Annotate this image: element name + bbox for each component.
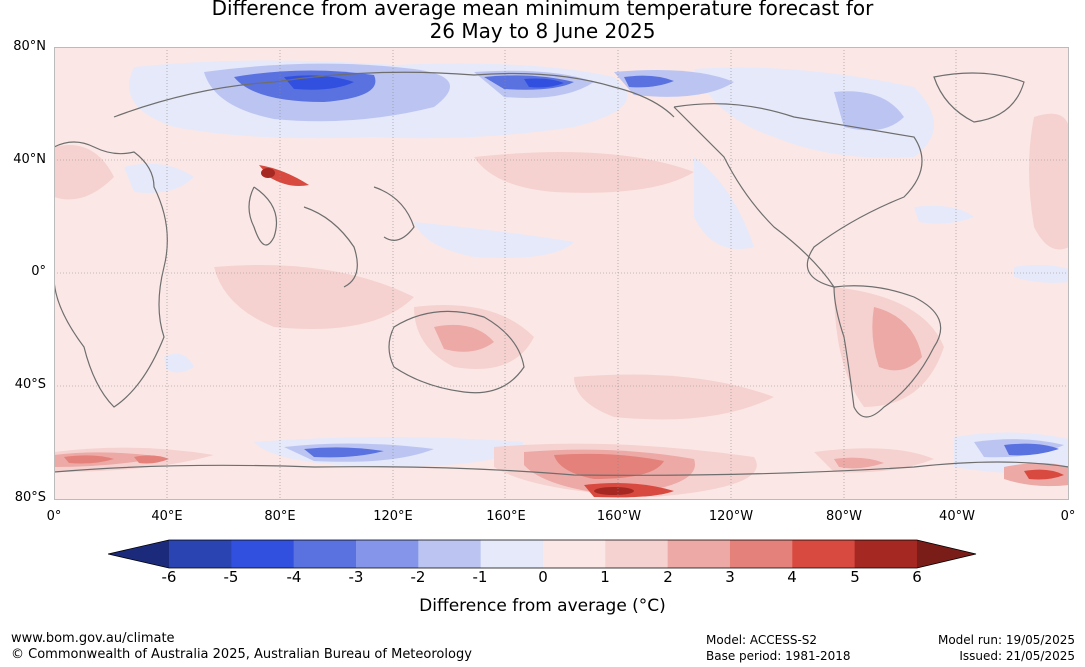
colorbar-cell: [792, 540, 856, 568]
colorbar-extend-high: [916, 540, 976, 568]
lon-label-40w: 40°W: [939, 509, 975, 524]
title-line-2: 26 May to 8 June 2025: [429, 19, 656, 43]
coastlines: [54, 71, 1069, 476]
colorbar-tick: -3: [348, 568, 364, 586]
colorbar-extend-low: [108, 540, 169, 568]
colorbar-cell: [480, 540, 544, 568]
cold-anomaly-core: [284, 75, 564, 90]
colorbar-cell: [169, 540, 232, 568]
model-name: Model: ACCESS-S2: [706, 633, 818, 647]
lon-label-0-right: 0°: [1060, 509, 1076, 524]
colorbar-cell: [231, 540, 295, 568]
colorbar-tick: -4: [286, 568, 302, 586]
colorbar-cell: [418, 540, 482, 568]
colorbar: [107, 538, 978, 570]
lon-label-80w: 80°W: [826, 509, 862, 524]
lon-label-160e: 160°E: [486, 509, 526, 524]
colorbar-outline: [107, 539, 977, 569]
colorbar-cell: [854, 540, 918, 568]
colorbar-cell: [729, 540, 793, 568]
colorbar-tick: 6: [912, 568, 922, 586]
colorbar-cell: [355, 540, 419, 568]
lat-label-40n: 40°N: [13, 152, 46, 167]
lon-label-40e: 40°E: [151, 509, 183, 524]
lat-label-80s: 80°S: [14, 490, 46, 505]
lon-label-80e: 80°E: [264, 509, 296, 524]
colorbar-cell: [667, 540, 731, 568]
graticule: [54, 47, 1069, 500]
copyright-text: © Commonwealth of Australia 2025, Austra…: [11, 647, 472, 662]
issued-date: Issued: 21/05/2025: [959, 649, 1075, 663]
colorbar-tick: 5: [850, 568, 860, 586]
colorbar-tick: -2: [410, 568, 426, 586]
colorbar-tick: -6: [161, 568, 177, 586]
colorbar-tick: 4: [787, 568, 797, 586]
lon-label-120w: 120°W: [708, 509, 754, 524]
warm-anomaly-strong: [64, 453, 664, 479]
warm-anomaly-peak: [261, 168, 634, 495]
lat-label-80n: 80°N: [13, 39, 46, 54]
map-svg: [54, 47, 1069, 500]
colorbar-tick: -5: [223, 568, 239, 586]
colorbar-tick: -1: [472, 568, 488, 586]
title-line-1: Difference from average mean minimum tem…: [211, 0, 874, 20]
colorbar-tick: 0: [538, 568, 548, 586]
colorbar-svg: [107, 539, 977, 569]
lat-label-40s: 40°S: [14, 377, 46, 392]
model-run-date: Model run: 19/05/2025: [937, 633, 1075, 647]
lon-label-120e: 120°E: [373, 509, 413, 524]
map-title: Difference from average mean minimum tem…: [0, 0, 1085, 43]
anomaly-map: [54, 47, 1069, 500]
colorbar-tick: 3: [725, 568, 735, 586]
base-period: Base period: 1981-2018: [706, 649, 851, 663]
colorbar-tick: 2: [663, 568, 673, 586]
lat-label-0: 0°: [31, 264, 46, 279]
colorbar-cell: [542, 540, 606, 568]
website-text: www.bom.gov.au/climate: [11, 631, 175, 646]
map-frame: [54, 47, 1069, 500]
colorbar-tick: 1: [600, 568, 610, 586]
colorbar-cell: [605, 540, 669, 568]
lon-label-0: 0°: [46, 509, 62, 524]
colorbar-cell: [293, 540, 357, 568]
lon-label-160w: 160°W: [596, 509, 642, 524]
colorbar-label: Difference from average (°C): [419, 596, 666, 616]
